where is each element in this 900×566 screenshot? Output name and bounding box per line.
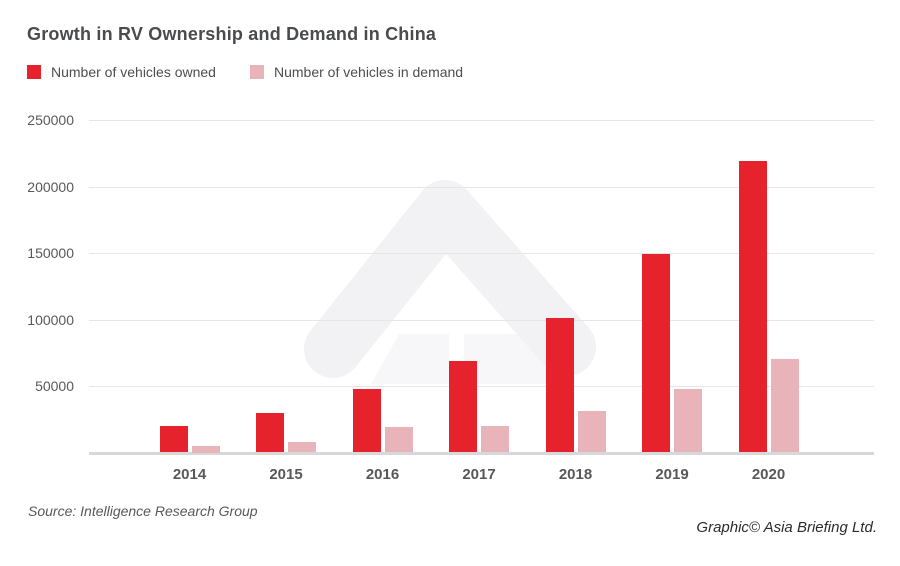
bar-demand-2016: [384, 427, 413, 453]
x-tick-2019: 2019: [655, 466, 689, 483]
x-tick-2020: 2020: [751, 466, 786, 483]
gridline-250000: [89, 120, 874, 121]
x-tick-2017: 2017: [462, 466, 496, 483]
bar-demand-2015: [288, 441, 316, 453]
chart-title: Growth in RV Ownership and Demand in Chi…: [27, 24, 437, 44]
bar-demand-2017: [481, 425, 509, 453]
bar-owned-2016: [352, 388, 381, 453]
legend-label-owned: Number of vehicles owned: [51, 64, 216, 80]
y-tick-150000: 150000: [27, 245, 74, 261]
bar-owned-2020: [738, 161, 767, 453]
x-axis-baseline: [89, 452, 874, 455]
y-tick-200000: 200000: [27, 178, 74, 195]
x-tick-2014: 2014: [172, 466, 207, 483]
y-tick-250000: 250000: [27, 112, 74, 128]
legend: Number of vehicles owned Number of vehic…: [0, 64, 900, 82]
bar-owned-2017: [449, 360, 477, 453]
x-tick-2016: 2016: [365, 466, 400, 483]
bar-demand-2014: [191, 445, 220, 453]
gridline-150000: [89, 253, 874, 254]
bar-demand-2019: [674, 388, 702, 453]
gridline-100000: [89, 319, 874, 321]
legend-item-owned: Number of vehicles owned: [27, 64, 216, 80]
legend-item-demand: Number of vehicles in demand: [250, 64, 463, 80]
gridline-200000: [89, 186, 874, 188]
x-tick-2018: 2018: [558, 466, 593, 483]
x-tick-2015: 2015: [269, 466, 303, 483]
y-tick-100000: 100000: [27, 311, 74, 328]
bar-owned-2014: [159, 425, 188, 453]
bar-demand-2020: [770, 359, 799, 453]
legend-swatch-owned-icon: [27, 65, 41, 79]
y-tick-50000: 50000: [35, 378, 74, 394]
bar-owned-2015: [256, 412, 284, 453]
legend-swatch-demand-icon: [250, 65, 264, 79]
bar-demand-2018: [577, 411, 606, 453]
gridline-50000: [89, 386, 874, 387]
credit-note: Graphic© Asia Briefing Ltd.: [696, 519, 877, 536]
legend-label-demand: Number of vehicles in demand: [274, 64, 464, 80]
source-note: Source: Intelligence Research Group: [28, 503, 258, 519]
bar-owned-2019: [642, 254, 670, 453]
bar-owned-2018: [545, 318, 574, 453]
